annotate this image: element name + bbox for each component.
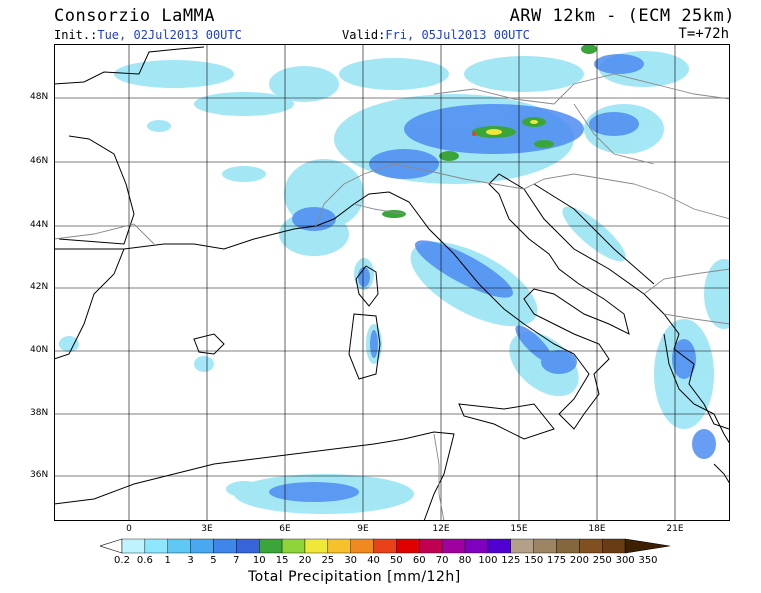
page-title: Consorzio LaMMA (54, 6, 216, 26)
lon-label-9e: 9E (357, 524, 369, 534)
colorbar-swatch (533, 538, 557, 554)
lon-label-6e: 6E (279, 524, 291, 534)
colorbar-label: 30 (344, 555, 358, 566)
coastlines (54, 46, 730, 521)
colorbar-label: 0.6 (136, 555, 153, 566)
colorbar-label: 0.2 (114, 555, 130, 566)
colorbar-label: 25 (321, 555, 335, 566)
colorbar-swatch (167, 538, 191, 554)
colorbar-swatch (419, 538, 443, 554)
colorbar-arrow-high (624, 538, 670, 554)
precip-peak (472, 132, 476, 136)
colorbar-title: Total Precipitation [mm/12h] (248, 569, 461, 585)
lon-label-15e: 15E (510, 524, 528, 534)
colorbar-swatch (441, 538, 466, 554)
lat-label-42n: 42N (30, 282, 49, 292)
colorbar-label: 100 (478, 555, 498, 566)
colorbar-swatch (213, 538, 237, 554)
colorbar-label: 150 (524, 555, 544, 566)
precip-extreme (486, 120, 538, 135)
colorbar-label: 3 (187, 555, 194, 566)
init-time: Init.:Tue, 02Jul2013 00UTC (54, 28, 242, 42)
lon-label-3e: 3E (201, 524, 213, 534)
init-label: Init.: (54, 28, 98, 42)
colorbar-swatch (259, 538, 283, 554)
colorbar-label: 50 (390, 555, 403, 566)
precipitation-map (54, 44, 730, 521)
colorbar-swatch (327, 538, 351, 554)
lon-label-21e: 21E (666, 524, 684, 534)
colorbar-swatch (236, 538, 260, 554)
init-value: Tue, 02Jul2013 00UTC (97, 28, 242, 42)
colorbar-label: 300 (615, 555, 635, 566)
colorbar-label: 60 (412, 555, 426, 566)
colorbar-label: 15 (275, 555, 289, 566)
colorbar-label: 70 (435, 555, 449, 566)
colorbar-swatch (396, 538, 420, 554)
lead-time: T=+72h (678, 26, 729, 42)
lat-label-46n: 46N (30, 156, 49, 166)
colorbar-swatch (579, 538, 603, 554)
colorbar-swatch (121, 538, 146, 554)
valid-value: Fri, 05Jul2013 00UTC (385, 28, 530, 42)
valid-label: Valid: (342, 28, 386, 42)
colorbar-swatch (464, 538, 489, 554)
lat-label-38n: 38N (30, 408, 49, 418)
lat-label-44n: 44N (30, 220, 49, 230)
colorbar-label: 7 (233, 555, 240, 566)
lat-label-36n: 36N (30, 470, 49, 480)
lon-label-0: 0 (126, 524, 132, 534)
colorbar-swatch (304, 538, 329, 554)
colorbar-label: 20 (298, 555, 312, 566)
colorbar-swatch (190, 538, 214, 554)
colorbar-label: 200 (569, 555, 589, 566)
colorbar-label: 125 (501, 555, 521, 566)
colorbar-swatch (144, 538, 168, 554)
colorbar-label: 350 (638, 555, 658, 566)
model-title: ARW 12km - (ECM 25km) (509, 6, 735, 26)
colorbar-label: 5 (210, 555, 217, 566)
colorbar-swatch (350, 538, 374, 554)
colorbar-swatch (281, 538, 306, 554)
colorbar-label: 80 (458, 555, 472, 566)
colorbar-label: 40 (367, 555, 380, 566)
lon-label-12e: 12E (432, 524, 450, 534)
colorbar-swatch (510, 538, 534, 554)
lon-label-18e: 18E (588, 524, 606, 534)
political-borders (54, 73, 730, 521)
colorbar-swatch (556, 538, 580, 554)
colorbar (100, 538, 670, 554)
colorbar-label: 10 (252, 555, 266, 566)
colorbar-swatch (373, 538, 397, 554)
colorbar-label: 250 (592, 555, 612, 566)
colorbar-swatch (487, 538, 511, 554)
colorbar-label: 1 (164, 555, 171, 566)
colorbar-label: 175 (546, 555, 567, 566)
graticule (54, 44, 730, 521)
lat-label-48n: 48N (30, 92, 49, 102)
lat-label-40n: 40N (30, 345, 49, 355)
colorbar-arrow-low (100, 538, 123, 554)
colorbar-swatch (602, 538, 626, 554)
valid-time: Valid:Fri, 05Jul2013 00UTC (342, 28, 530, 42)
